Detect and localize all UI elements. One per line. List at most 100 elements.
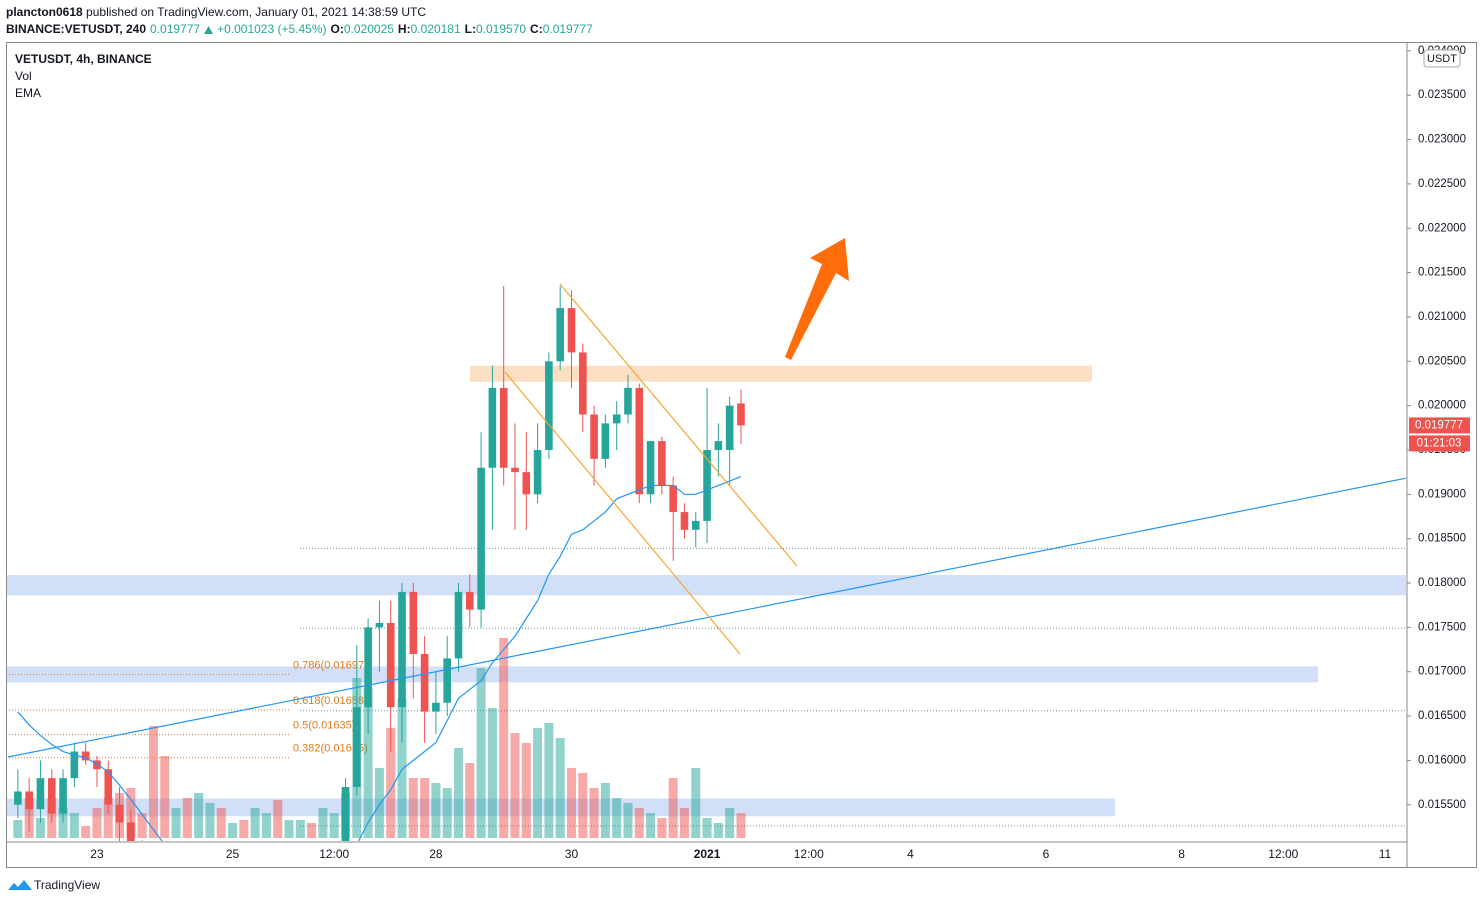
price: 0.019777	[150, 22, 201, 36]
volume-bar	[555, 738, 565, 838]
volume-bar	[600, 783, 610, 838]
candle-body	[229, 876, 237, 885]
ohlc-label: H:	[397, 22, 411, 36]
volume-bar	[182, 798, 192, 838]
volume-bar	[148, 726, 158, 838]
candle-body	[737, 403, 745, 426]
candle-body	[477, 467, 485, 610]
candle-body	[714, 441, 723, 450]
x-tick-label: 11	[1379, 847, 1392, 861]
volume-bar	[137, 813, 147, 838]
countdown: 01:21:03	[1417, 437, 1462, 449]
candle-body	[578, 352, 587, 415]
channel-lower	[504, 371, 741, 655]
candle-body	[420, 653, 429, 712]
volume-bar	[487, 708, 497, 838]
volume-bar	[679, 808, 689, 838]
volume-bar	[476, 668, 486, 838]
candle-body	[184, 885, 192, 894]
volume-bar	[261, 813, 271, 838]
candle-body	[297, 858, 305, 867]
volume-bar	[589, 788, 599, 838]
symbol-line: BINANCE:VETUSDT, 240 0.019777 +0.001023 …	[6, 21, 597, 38]
volume-bar	[533, 728, 543, 838]
candle-body	[25, 791, 33, 810]
legend-symbol: VETUSDT, 4h, BINANCE	[15, 52, 152, 66]
y-tick-label: 0.017500	[1418, 621, 1466, 633]
volume-bar	[691, 768, 701, 838]
publish-line: plancton0618 published on TradingView.co…	[6, 4, 597, 21]
volume-bar	[420, 778, 430, 838]
candle-body	[522, 472, 531, 495]
zone	[7, 666, 1318, 683]
volume-bar	[81, 826, 91, 838]
fib-label: 0.382(0.01615)	[293, 743, 368, 755]
volume-bar	[634, 808, 644, 838]
candle-body	[680, 512, 689, 530]
x-tick-label: 12:00	[1268, 847, 1298, 861]
volume-bar	[228, 823, 238, 838]
candle-body	[725, 405, 734, 450]
volume-bar	[544, 723, 554, 838]
candle-body	[115, 804, 124, 823]
author: plancton0618	[6, 5, 83, 19]
candle-body	[274, 867, 282, 876]
volume-bar	[725, 808, 735, 838]
plot: 0.786(0.01697) 0.618(0.01658) 0.5(0.01635)…	[7, 285, 1406, 894]
ohlc: O:0.020025 H:0.020181 L:0.019570 C:0.019777	[331, 21, 597, 38]
candle-body	[251, 876, 259, 885]
candle-body	[465, 591, 474, 610]
volume-bar	[702, 818, 712, 838]
candle-body	[669, 485, 677, 513]
symbol: BINANCE:VETUSDT, 240	[6, 22, 147, 36]
volume-bar	[431, 783, 441, 838]
legend-ema: EMA	[15, 86, 41, 100]
currency: USDT	[1427, 53, 1457, 65]
y-tick-label: 0.022000	[1418, 222, 1466, 234]
volume-bar	[69, 813, 79, 838]
candle-body	[195, 885, 203, 894]
ohlc-value: 0.020181	[410, 22, 461, 36]
volume-bar	[194, 793, 204, 838]
volume-bar	[713, 823, 723, 838]
volume-bar	[736, 813, 746, 838]
candle-body	[14, 791, 22, 805]
volume-bar	[273, 800, 283, 838]
candle-body	[443, 658, 452, 703]
volume-bar	[250, 808, 260, 838]
x-tick-label: 28	[429, 847, 443, 861]
candle-body	[533, 449, 542, 495]
volume-bar	[35, 818, 45, 838]
candle-body	[454, 591, 463, 659]
fib-label: 0.618(0.01658)	[293, 695, 368, 707]
volume-bar	[442, 788, 452, 838]
ohlc-value: 0.019777	[542, 22, 593, 36]
volume-bar	[216, 808, 226, 838]
volume-bar	[58, 808, 68, 838]
y-tick-label: 0.016000	[1418, 754, 1466, 766]
x-tick-label: 23	[90, 847, 104, 861]
y-tick-label: 0.017000	[1418, 666, 1466, 678]
candle-body	[341, 787, 350, 841]
volume-bar	[510, 733, 520, 838]
candle-body	[398, 591, 406, 708]
volume-bar	[612, 798, 622, 838]
candle-body	[127, 822, 135, 841]
channel-upper	[559, 283, 798, 567]
volume-bar	[329, 813, 339, 838]
zone	[7, 575, 1406, 596]
last-price: 0.019777	[1415, 419, 1463, 431]
change: +0.001023 (+5.45%)	[217, 22, 327, 36]
up-icon	[204, 25, 214, 34]
currency-box	[1423, 49, 1461, 68]
legend-vol: Vol	[15, 69, 32, 83]
candle-body	[646, 441, 655, 495]
candle-body	[691, 520, 700, 530]
candle-body	[285, 867, 293, 876]
candle-body	[240, 876, 248, 885]
volume-bar	[160, 756, 170, 838]
fib-label: 0.786(0.01697)	[293, 659, 368, 671]
ohlc-label: L:	[464, 22, 476, 36]
